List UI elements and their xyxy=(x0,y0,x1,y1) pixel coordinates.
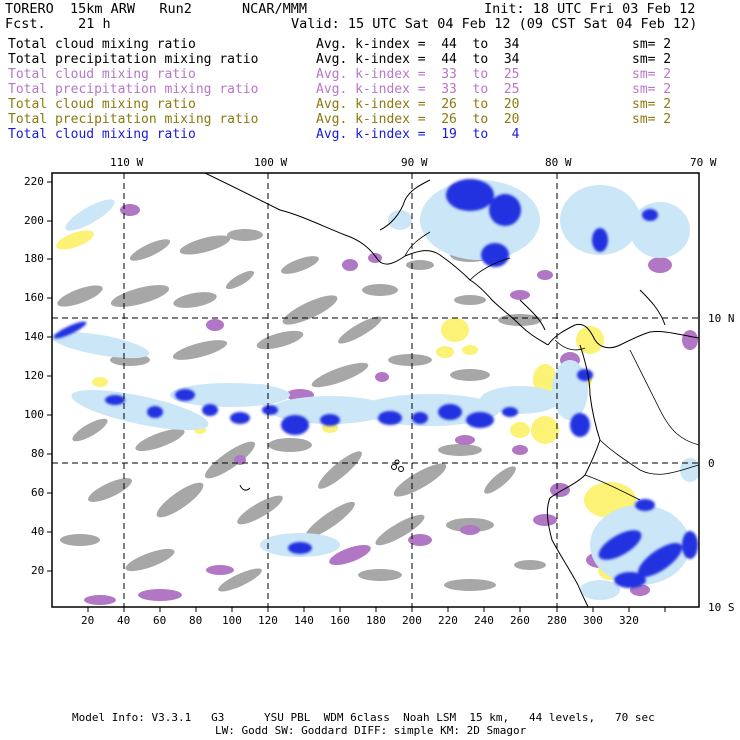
x-tick-label: 40 xyxy=(117,614,131,627)
x-tick-label: 300 xyxy=(583,614,603,627)
coastlines xyxy=(204,173,699,607)
valid-time: Valid: 15 UTC Sat 04 Feb 12 (09 CST Sat … xyxy=(291,16,698,32)
x-tick-label: 240 xyxy=(474,614,494,627)
forecast-hour: Fcst. 21 h xyxy=(5,16,111,32)
legend-row-field: Total precipitation mixing ratio xyxy=(8,112,259,127)
graticule xyxy=(52,173,699,607)
axis-ticks xyxy=(47,181,666,612)
model-run-title: TORERO 15km ARW Run2 xyxy=(5,1,192,17)
y-tick-label: 140 xyxy=(24,330,44,343)
legend-row-field: Total precipitation mixing ratio xyxy=(8,52,259,67)
legend-row-field: Total precipitation mixing ratio xyxy=(8,82,259,97)
map-fields xyxy=(52,173,699,607)
legend-row-field: Total cloud mixing ratio xyxy=(8,127,196,142)
x-tick-label: 180 xyxy=(366,614,386,627)
lat-label: 0 xyxy=(708,457,715,470)
grey-cloud-field xyxy=(57,219,687,592)
legend-row-avg: Avg. k-index = 19 to 4 xyxy=(316,127,520,142)
x-tick-label: 260 xyxy=(510,614,530,627)
y-tick-label: 60 xyxy=(31,486,45,499)
y-tick-label: 100 xyxy=(24,408,44,421)
model-info-line: Model Info: V3.3.1 G3 YSU PBL WDM 6class… xyxy=(72,711,655,724)
legend-row-sm: sm= 2 xyxy=(632,67,672,82)
y-tick-label: 40 xyxy=(31,525,45,538)
lat-label: 10 S xyxy=(708,601,735,614)
legend-row-sm: sm= 2 xyxy=(632,37,672,52)
blue-field xyxy=(53,179,698,588)
y-tick-label: 80 xyxy=(31,447,45,460)
y-tick-label: 160 xyxy=(24,291,44,304)
x-tick-label: 160 xyxy=(330,614,350,627)
legend-row-avg: Avg. k-index = 44 to 34 xyxy=(316,37,520,52)
lon-label: 70 W xyxy=(690,156,717,169)
legend-row-sm: sm= 2 xyxy=(632,97,672,112)
y-tick-label: 120 xyxy=(24,369,44,382)
legend-row-sm: sm= 2 xyxy=(632,82,672,97)
x-tick-label: 120 xyxy=(258,614,278,627)
y-tick-label: 180 xyxy=(24,252,44,265)
lon-label: 110 W xyxy=(110,156,144,169)
x-tick-label: 100 xyxy=(222,614,242,627)
country-borders xyxy=(404,231,699,501)
legend-row-avg: Avg. k-index = 44 to 34 xyxy=(316,52,520,67)
legend-row-avg: Avg. k-index = 33 to 25 xyxy=(316,67,520,82)
x-tick-label: 280 xyxy=(547,614,567,627)
x-tick-label: 60 xyxy=(153,614,167,627)
lon-label: 100 W xyxy=(254,156,288,169)
y-tick-label: 20 xyxy=(31,564,45,577)
physics-info-line: LW: Godd SW: Goddard DIFF: simple KM: 2D… xyxy=(215,724,527,737)
light-blue-field xyxy=(52,180,699,600)
legend-row-avg: Avg. k-index = 33 to 25 xyxy=(316,82,520,97)
y-tick-label: 220 xyxy=(24,175,44,188)
x-tick-label: 80 xyxy=(189,614,203,627)
lon-label: 90 W xyxy=(401,156,428,169)
legend-row-avg: Avg. k-index = 26 to 20 xyxy=(316,112,520,127)
lat-label: 10 N xyxy=(708,312,735,325)
x-tick-label: 20 xyxy=(81,614,95,627)
init-time: Init: 18 UTC Fri 03 Feb 12 xyxy=(484,1,696,17)
legend-row-sm: sm= 2 xyxy=(632,112,672,127)
legend-row-field: Total cloud mixing ratio xyxy=(8,67,196,82)
x-tick-label: 320 xyxy=(619,614,639,627)
x-tick-label: 140 xyxy=(294,614,314,627)
x-tick-label: 200 xyxy=(402,614,422,627)
lon-label: 80 W xyxy=(545,156,572,169)
legend-row-field: Total cloud mixing ratio xyxy=(8,97,196,112)
legend-row-field: Total cloud mixing ratio xyxy=(8,37,196,52)
legend-row-sm: sm= 2 xyxy=(632,52,672,67)
y-tick-label: 200 xyxy=(24,214,44,227)
legend-row-avg: Avg. k-index = 26 to 20 xyxy=(316,97,520,112)
organization-label: NCAR/MMM xyxy=(242,1,308,17)
x-tick-label: 220 xyxy=(438,614,458,627)
